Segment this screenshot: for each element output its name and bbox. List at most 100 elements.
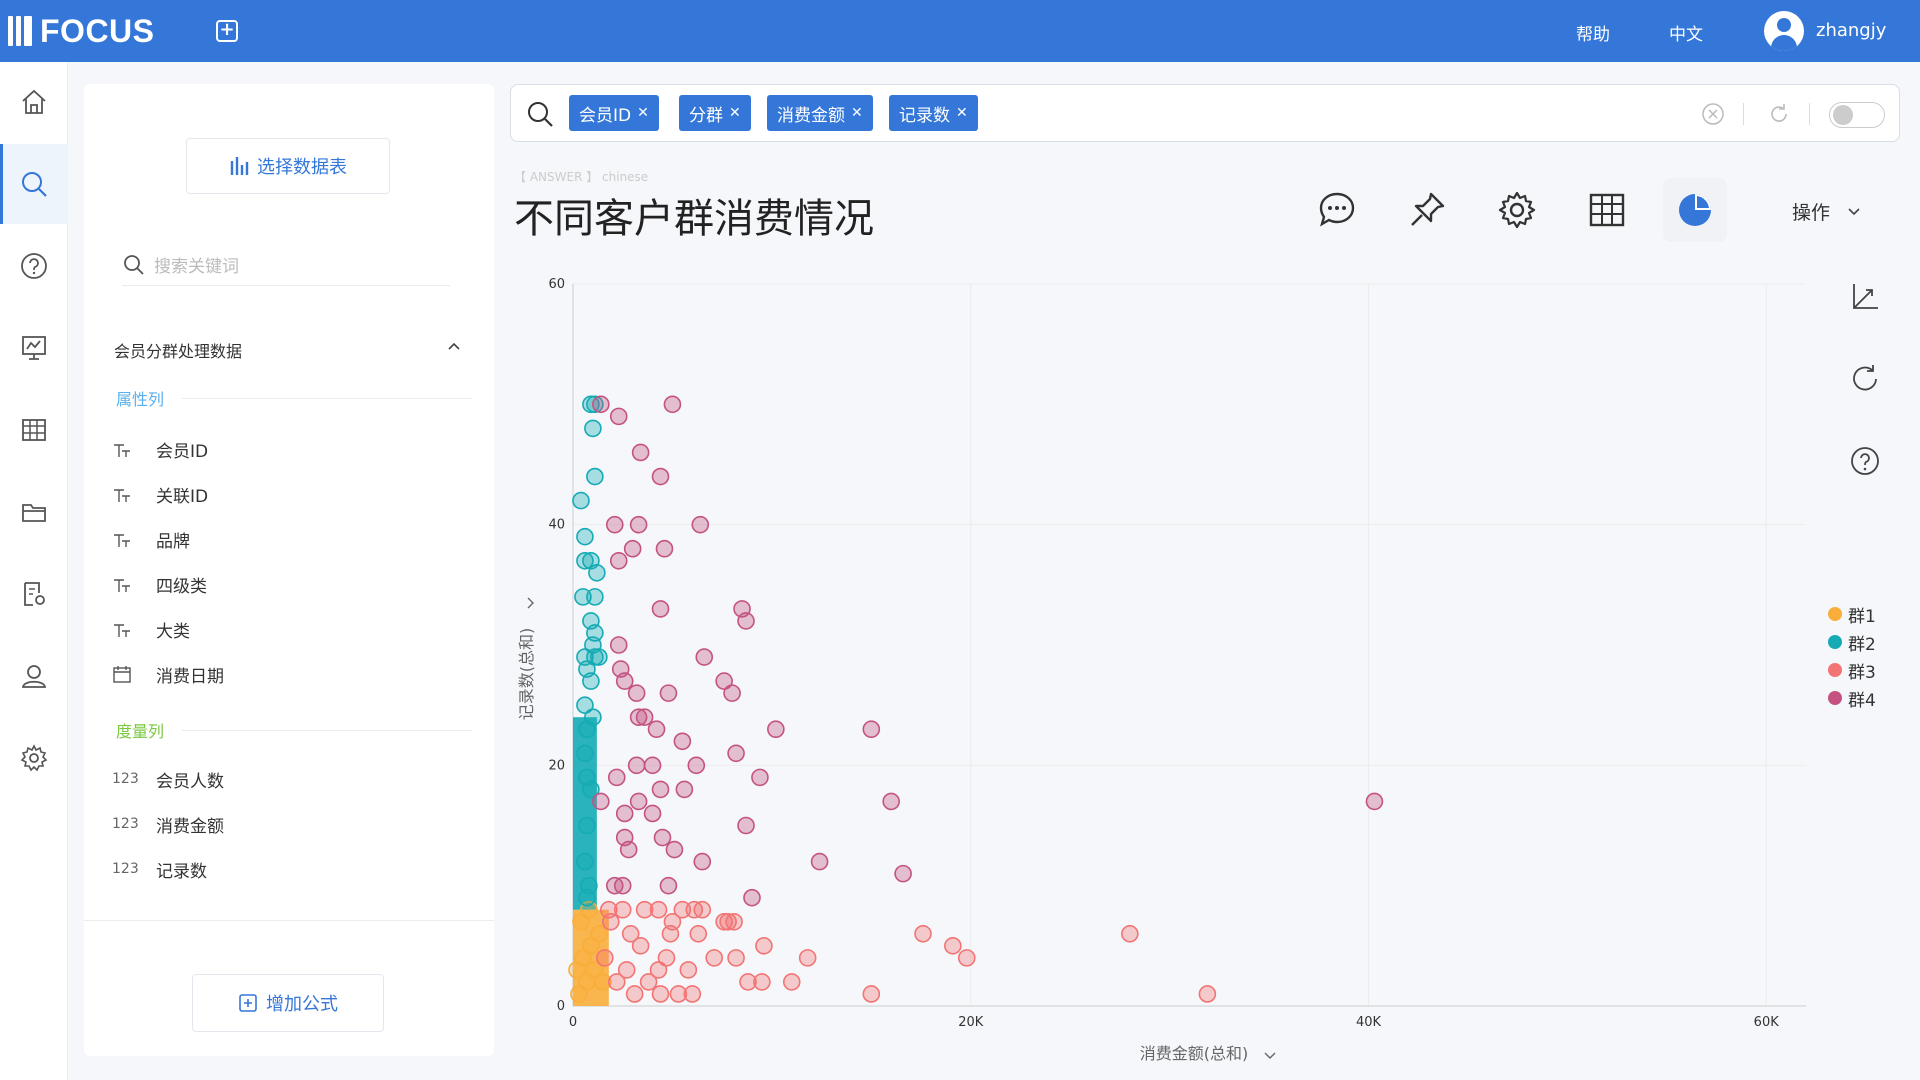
legend-swatch bbox=[1828, 663, 1842, 677]
comment-button[interactable] bbox=[1305, 178, 1369, 242]
axis-ticks: 0 20K 40K 60K 0 20 40 60 bbox=[548, 277, 1779, 1030]
scatter-point bbox=[663, 395, 682, 414]
scatter-point bbox=[586, 648, 604, 666]
field-brand[interactable]: 品牌 bbox=[112, 526, 190, 552]
field-label: 品牌 bbox=[156, 531, 190, 552]
data-points bbox=[568, 395, 1384, 1003]
operations-menu[interactable]: 操作 bbox=[1792, 198, 1862, 225]
legend-item-group3[interactable]: 群3 bbox=[1828, 656, 1876, 684]
scatter-point bbox=[613, 900, 632, 919]
field-level4-category[interactable]: 四级类 bbox=[112, 571, 207, 597]
query-token-amount[interactable]: 消费金额 ✕ bbox=[767, 95, 873, 131]
chevron-up-icon[interactable] bbox=[446, 338, 462, 354]
nav-tables[interactable] bbox=[0, 390, 68, 470]
nav-files[interactable] bbox=[0, 472, 68, 552]
scatter-point bbox=[687, 756, 706, 775]
x-axis-title[interactable]: 消费金额(总和) bbox=[1140, 1044, 1249, 1063]
nav-dashboard[interactable] bbox=[0, 308, 68, 388]
scatter-point bbox=[594, 973, 612, 991]
add-formula-button[interactable]: 增加公式 bbox=[192, 974, 384, 1032]
document-settings-icon bbox=[24, 582, 45, 606]
nav-search[interactable] bbox=[0, 144, 68, 224]
y-axis-title[interactable]: 记录数(总和) bbox=[517, 628, 536, 721]
scatter-point bbox=[663, 912, 682, 931]
scatter-point bbox=[615, 804, 634, 823]
nav-rail bbox=[0, 62, 68, 1080]
field-member-count[interactable]: 123 会员人数 bbox=[112, 766, 224, 792]
scatter-point bbox=[767, 720, 785, 739]
field-record-count[interactable]: 123 记录数 bbox=[112, 856, 207, 882]
scatter-point bbox=[882, 792, 900, 811]
scatter-point bbox=[584, 419, 602, 438]
table-view-button[interactable] bbox=[1575, 178, 1639, 242]
table-name[interactable]: 会员分群处理数据 bbox=[114, 342, 243, 361]
scatter-point bbox=[657, 949, 676, 967]
scatter-point bbox=[570, 985, 588, 1003]
username[interactable]: zhangjy bbox=[1816, 20, 1887, 41]
scatter-point bbox=[582, 672, 600, 690]
close-icon[interactable]: ✕ bbox=[637, 105, 649, 121]
scatter-point bbox=[665, 840, 684, 859]
scatter-point bbox=[715, 672, 733, 690]
scatter-point bbox=[679, 961, 698, 979]
scatter-point bbox=[1198, 985, 1217, 1003]
user-avatar[interactable] bbox=[1764, 11, 1804, 51]
legend-item-group1[interactable]: 群1 bbox=[1828, 600, 1876, 628]
query-token-member-id[interactable]: 会员ID ✕ bbox=[569, 95, 659, 131]
help-link[interactable]: 帮助 bbox=[1576, 25, 1610, 45]
text-type-icon bbox=[112, 529, 156, 549]
close-icon[interactable]: ✕ bbox=[729, 105, 741, 121]
scatter-point bbox=[862, 985, 881, 1003]
nav-settings[interactable] bbox=[0, 718, 68, 798]
select-table-button[interactable]: 选择数据表 bbox=[186, 138, 390, 194]
legend-item-group4[interactable]: 群4 bbox=[1828, 684, 1876, 712]
field-consume-amount[interactable]: 123 消费金额 bbox=[112, 811, 224, 837]
home-icon bbox=[22, 89, 46, 114]
x-tick-label: 20K bbox=[958, 1015, 984, 1030]
nav-help[interactable] bbox=[0, 226, 68, 306]
refresh-icon[interactable] bbox=[1848, 362, 1882, 396]
measure-section-header: 度量列 bbox=[116, 718, 472, 742]
close-icon[interactable]: ✕ bbox=[851, 105, 863, 121]
refresh-icon[interactable] bbox=[1767, 102, 1791, 126]
scatter-point bbox=[653, 828, 672, 847]
question-icon[interactable] bbox=[1848, 444, 1882, 478]
pin-button[interactable] bbox=[1395, 178, 1459, 242]
clear-circle-icon[interactable] bbox=[1701, 102, 1725, 126]
legend-item-group2[interactable]: 群2 bbox=[1828, 628, 1876, 656]
select-table-label: 选择数据表 bbox=[257, 157, 347, 178]
field-consume-date[interactable]: 消费日期 bbox=[112, 661, 224, 687]
scatter-point bbox=[586, 395, 604, 414]
chart-type-button[interactable] bbox=[1663, 178, 1727, 242]
field-member-id[interactable]: 会员ID bbox=[112, 436, 208, 462]
x-axis-chevron-icon[interactable] bbox=[1264, 1052, 1276, 1059]
y-tick-label: 0 bbox=[557, 999, 565, 1014]
number-type-icon: 123 bbox=[112, 816, 139, 832]
nav-data-settings[interactable] bbox=[0, 554, 68, 634]
scatter-point bbox=[617, 961, 636, 979]
scatter-point bbox=[651, 985, 670, 1003]
nav-users[interactable] bbox=[0, 636, 68, 716]
scatter-point bbox=[651, 600, 670, 618]
axis-edit-icon[interactable] bbox=[1848, 280, 1882, 314]
settings-button[interactable] bbox=[1485, 178, 1549, 242]
field-link-id[interactable]: 关联ID bbox=[112, 481, 208, 507]
scatter-point bbox=[798, 949, 817, 967]
field-major-category[interactable]: 大类 bbox=[112, 616, 190, 642]
nav-home[interactable] bbox=[0, 62, 68, 142]
scatter-point bbox=[609, 407, 628, 426]
pie-chart-icon bbox=[1679, 194, 1711, 226]
scatter-point bbox=[651, 467, 670, 486]
divider bbox=[1809, 103, 1810, 125]
mode-toggle[interactable] bbox=[1829, 102, 1885, 128]
query-token-group[interactable]: 分群 ✕ bbox=[679, 95, 751, 131]
language-switch[interactable]: 中文 bbox=[1669, 25, 1703, 45]
query-token-record-count[interactable]: 记录数 ✕ bbox=[889, 95, 978, 131]
brand-name: FOCUS bbox=[40, 12, 155, 49]
add-tab-button[interactable]: + bbox=[216, 20, 238, 42]
query-search-bar[interactable]: 会员ID ✕ 分群 ✕ 消费金额 ✕ 记录数 ✕ bbox=[510, 84, 1900, 142]
keyword-search-input[interactable]: 搜索关键词 bbox=[122, 244, 450, 286]
focus-logo[interactable]: FOCUS bbox=[8, 12, 155, 49]
close-icon[interactable]: ✕ bbox=[956, 105, 968, 121]
y-axis-chevron-icon[interactable] bbox=[527, 597, 534, 609]
